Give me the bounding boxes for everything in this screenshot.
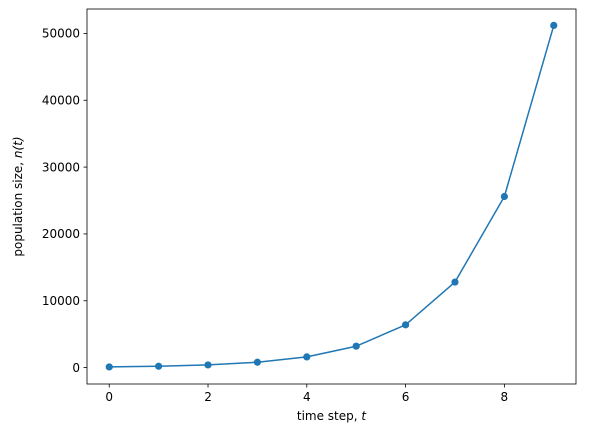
series-line [109, 25, 555, 368]
data-point [352, 342, 360, 350]
data-point [500, 192, 508, 201]
data-point [401, 321, 410, 329]
x-tick-label: 4 [303, 390, 311, 404]
data-point [105, 363, 113, 371]
y-axis-label: population size, n(t) [11, 136, 25, 256]
x-tick-label: 2 [204, 390, 212, 404]
x-axis-label-text: time step, [297, 409, 362, 423]
data-point [155, 362, 163, 370]
y-axis-label-text: population size, [11, 158, 25, 257]
x-tick-label: 6 [402, 390, 410, 404]
y-axis-label-variable: n(t) [11, 136, 25, 158]
y-tick-label: 20000 [42, 227, 80, 241]
y-axis-ticks: 0 10000 20000 30000 40000 50000 [42, 27, 87, 375]
data-point [303, 353, 311, 361]
y-tick-label: 50000 [42, 27, 80, 41]
data-point [253, 358, 262, 366]
y-tick-label: 10000 [42, 294, 80, 308]
x-tick-label: 0 [105, 390, 113, 404]
y-tick-label: 40000 [42, 94, 80, 108]
x-axis-ticks: 0 2 4 6 8 [105, 384, 508, 404]
x-axis-label: time step, t [297, 409, 368, 423]
y-tick-label: 0 [72, 361, 80, 375]
data-point [451, 278, 459, 286]
plot-area [86, 8, 577, 385]
axes-frame [86, 8, 577, 385]
y-tick-label: 30000 [42, 160, 80, 174]
x-tick-label: 8 [501, 390, 509, 404]
x-axis-label-variable: t [361, 409, 367, 423]
data-point [204, 361, 212, 369]
data-point [550, 21, 558, 30]
